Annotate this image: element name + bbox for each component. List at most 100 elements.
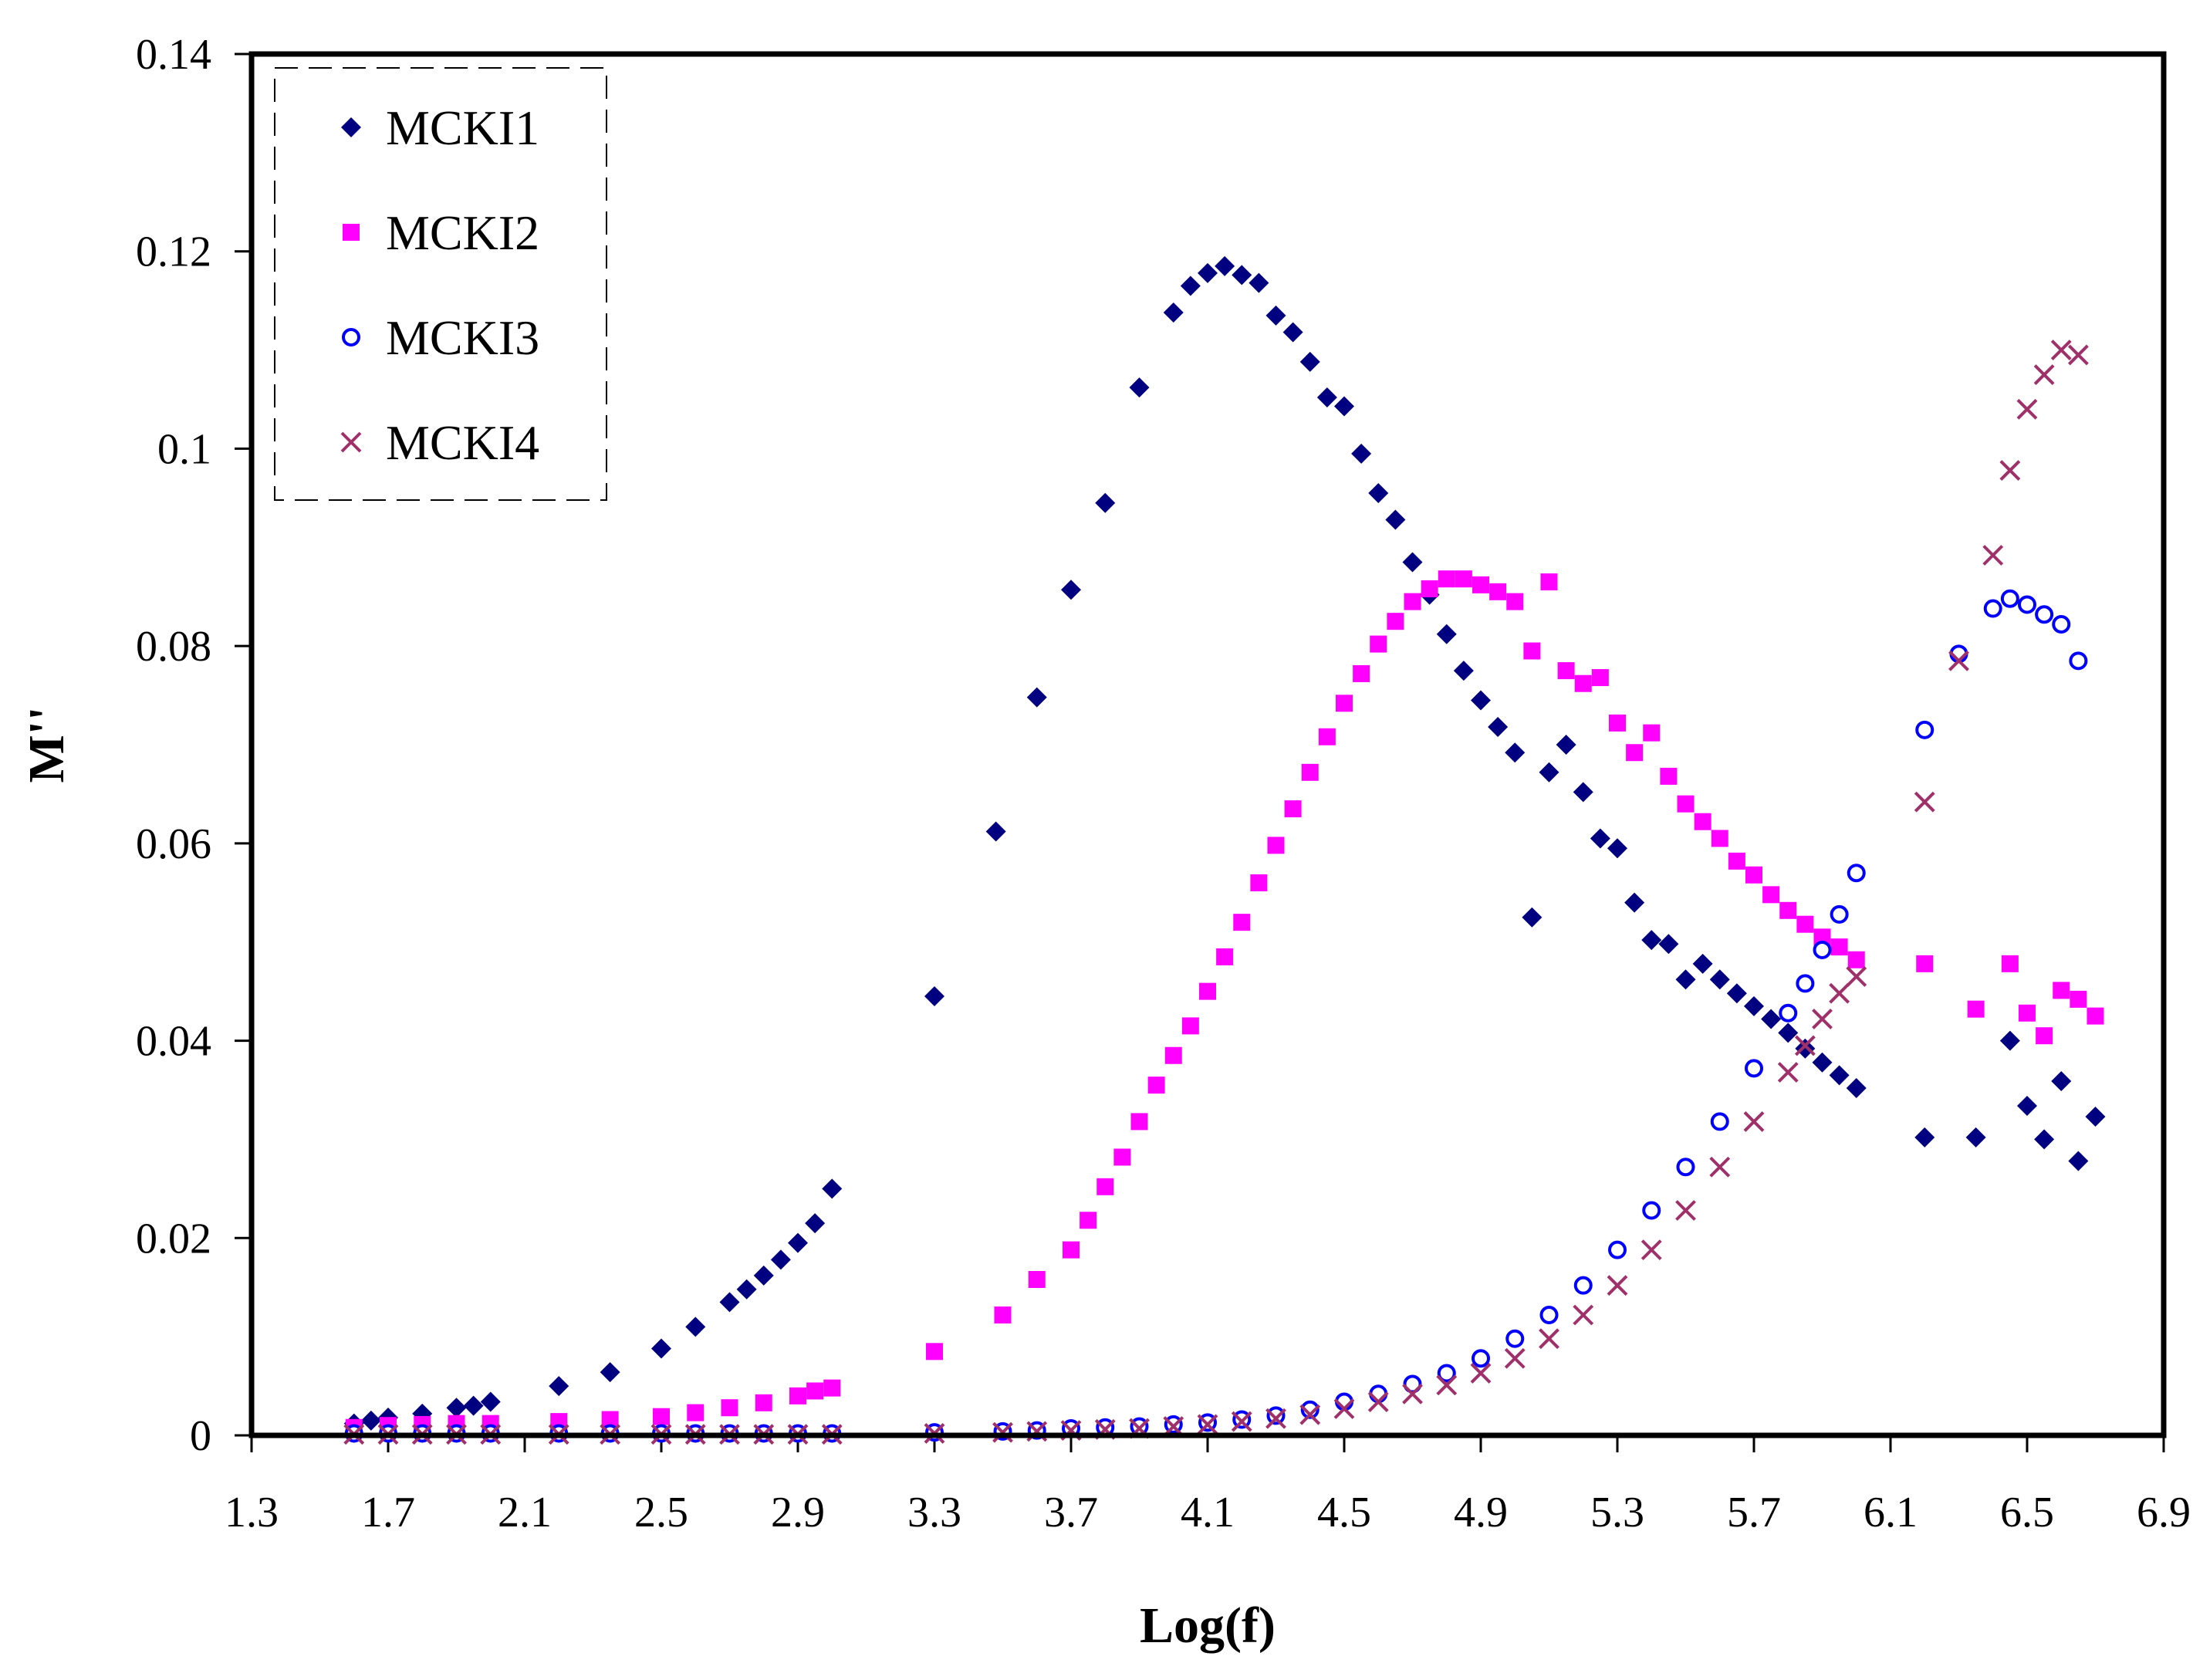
data-point-mcki4 [1846,966,1867,987]
legend: MCKI1 MCKI2 MCKI3 MCKI4 [274,67,607,501]
data-point-mcki2 [1796,915,1814,933]
x-axis-title: Log(f) [1140,1597,1276,1654]
data-point-mcki2 [2036,1027,2053,1045]
data-point-mcki2 [1660,767,1678,785]
data-point-mcki1 [1453,661,1474,681]
data-point-mcki2 [1523,642,1541,660]
data-point-mcki2 [1181,1017,1199,1035]
data-point-mcki1 [1795,1038,1816,1059]
x-tick-label: 3.7 [1044,1489,1098,1536]
data-point-mcki4 [1504,1347,1526,1369]
data-point-mcki1 [1505,742,1526,763]
data-point-mcki2 [1438,570,1455,588]
data-point-mcki3 [1539,1306,1559,1325]
data-point-mcki1 [1436,624,1457,644]
data-point-mcki2 [1916,955,1934,972]
data-point-mcki2 [1130,1113,1148,1131]
data-point-mcki3 [1813,940,1832,959]
data-point-mcki4 [1299,1404,1321,1425]
data-point-mcki2 [653,1408,670,1425]
data-point-mcki2 [1080,1212,1097,1229]
data-point-mcki1 [924,986,944,1007]
data-point-mcki4 [992,1421,1013,1443]
legend-label: MCKI1 [386,100,539,155]
data-point-mcki4 [1982,545,2004,566]
legend-box [274,67,607,501]
legend-label: MCKI3 [386,310,539,365]
data-point-mcki3 [2018,595,2036,614]
y-tick-label: 0.06 [136,820,211,868]
data-point-mcki4 [1402,1383,1423,1405]
data-point-mcki2 [1455,570,1472,588]
data-point-mcki1 [600,1362,620,1383]
x-tick-label: 2.5 [634,1489,688,1536]
data-point-mcki1 [1573,782,1593,803]
data-point-mcki2 [1472,576,1489,593]
data-point-mcki2 [994,1306,1012,1324]
data-point-mcki2 [2001,955,2019,972]
data-point-mcki2 [2053,982,2070,999]
data-point-mcki1 [822,1178,843,1199]
data-point-mcki4 [2050,340,2072,360]
data-point-mcki2 [1164,1046,1182,1064]
data-point-mcki3 [2035,605,2054,624]
data-point-mcki2 [1762,886,1780,904]
data-point-mcki1 [1402,552,1423,573]
data-point-mcki1 [1726,983,1747,1004]
y-tick-label: 0 [190,1412,211,1460]
data-point-mcki2 [1677,795,1695,813]
data-point-mcki1 [651,1338,671,1359]
data-point-mcki2 [2087,1007,2104,1025]
data-point-mcki1 [1471,690,1491,711]
data-point-mcki2 [1199,982,1216,1000]
data-point-mcki1 [685,1317,706,1337]
y-tick-label: 0.14 [136,31,211,79]
data-point-mcki3 [1676,1158,1695,1177]
data-point-mcki1 [1914,1127,1935,1148]
x-tick-label: 3.3 [907,1489,961,1536]
data-point-mcki2 [1336,695,1353,712]
x-tick-label: 6.5 [2000,1489,2054,1536]
data-point-mcki2 [1421,580,1438,597]
data-point-mcki4 [1573,1304,1594,1326]
data-point-mcki2 [1779,901,1797,919]
data-point-mcki4 [1829,982,1850,1004]
data-point-mcki3 [2069,651,2088,671]
data-point-mcki1 [1709,969,1730,990]
data-point-mcki2 [1626,744,1644,762]
x-tick-label: 4.5 [1317,1489,1371,1536]
data-point-mcki4 [1999,460,2021,481]
data-point-mcki1 [1522,907,1543,928]
data-point-mcki2 [601,1411,619,1428]
data-point-mcki3 [1505,1329,1525,1348]
x-tick-label: 5.7 [1727,1489,1781,1536]
data-point-mcki2 [1370,635,1387,653]
data-point-mcki1 [1744,995,1764,1016]
data-point-mcki3 [1608,1240,1627,1259]
data-point-mcki3 [1472,1349,1490,1368]
legend-label: MCKI2 [386,205,539,260]
data-point-mcki1 [1829,1065,1850,1086]
x-tick-label: 6.9 [2137,1489,2191,1536]
data-point-mcki2 [789,1387,806,1405]
data-point-mcki1 [1658,934,1679,955]
data-point-mcki4 [1470,1363,1492,1384]
data-point-mcki1 [1163,302,1184,323]
data-point-mcki1 [736,1279,757,1300]
data-point-mcki3 [1745,1059,1763,1078]
y-tick-label: 0.08 [136,623,211,671]
data-point-mcki2 [1847,951,1865,968]
data-point-mcki2 [1506,593,1524,610]
data-point-mcki2 [1233,914,1251,931]
data-point-mcki3 [1437,1364,1456,1383]
data-point-mcki2 [1113,1148,1131,1166]
data-point-mcki1 [1368,482,1389,503]
data-point-mcki3 [1779,1003,1798,1023]
data-point-mcki1 [1282,322,1303,343]
data-point-mcki1 [2085,1107,2106,1127]
data-point-mcki3 [1847,864,1866,883]
data-point-mcki4 [1333,1398,1355,1419]
x-tick-label: 4.9 [1454,1489,1508,1536]
data-point-mcki2 [1609,714,1626,732]
